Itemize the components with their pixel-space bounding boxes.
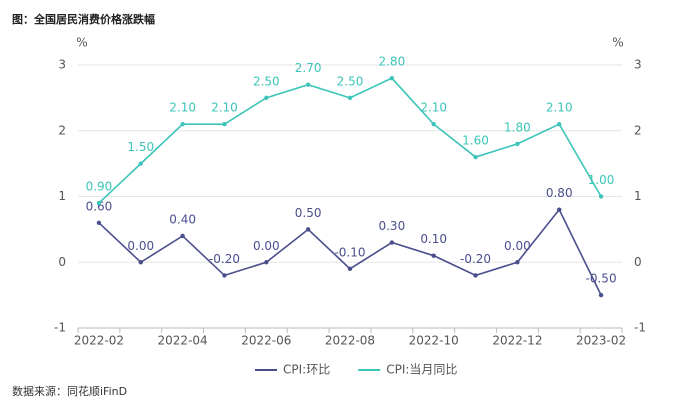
value-label: 1.00: [588, 173, 615, 187]
point: [222, 121, 227, 127]
x-tick-label: 2022-10: [409, 334, 459, 348]
point: [598, 292, 604, 298]
y-tick-label: 3: [58, 58, 66, 72]
y2-tick-label: 3: [634, 58, 642, 72]
value-label: 2.10: [420, 101, 447, 115]
source: 数据来源：同花顺iFinD: [12, 384, 127, 398]
value-label: 1.50: [127, 140, 154, 154]
value-label: 0.00: [504, 239, 531, 253]
value-label: 0.60: [86, 199, 113, 213]
value-label: -0.20: [209, 252, 240, 266]
point: [96, 220, 102, 225]
point: [431, 121, 436, 127]
value-label: 1.80: [504, 120, 531, 134]
y2-tick-label: 0: [634, 255, 642, 269]
value-label: 2.10: [169, 101, 196, 115]
point: [138, 161, 143, 166]
value-label: 2.80: [378, 55, 405, 69]
value-label: 2.50: [337, 74, 364, 88]
point: [515, 141, 520, 147]
point: [431, 253, 436, 258]
y-tick-label: 1: [58, 189, 66, 203]
point: [96, 200, 102, 206]
y-axis-label: %: [76, 36, 87, 50]
y2-tick-label: 1: [634, 189, 642, 203]
x-tick-label: 2022-08: [325, 334, 375, 348]
value-label: 0.40: [169, 212, 196, 226]
value-label: 0.10: [420, 232, 447, 246]
legend-label: CPI:环比: [283, 363, 330, 377]
value-label: 0.00: [127, 239, 154, 253]
point: [557, 207, 562, 212]
value-label: -0.10: [334, 245, 365, 259]
point: [389, 240, 395, 245]
x-tick-label: 2022-12: [492, 334, 542, 348]
value-label: 0.80: [546, 186, 573, 200]
value-label: 2.50: [253, 74, 280, 88]
point: [557, 121, 562, 127]
y2-axis-label: %: [612, 36, 623, 50]
y2-tick-label: -1: [634, 321, 646, 335]
y2-tick-label: 2: [634, 123, 642, 137]
value-label: 1.60: [462, 134, 489, 148]
point: [389, 75, 395, 81]
point: [305, 82, 311, 87]
value-label: 0.90: [86, 180, 113, 194]
value-label: 0.50: [295, 206, 322, 220]
value-label: -0.20: [460, 252, 491, 266]
x-tick-label: 2023-02: [576, 334, 626, 348]
point: [138, 260, 143, 265]
point: [473, 154, 478, 160]
x-tick-label: 2022-04: [158, 334, 208, 348]
value-label: 0.00: [253, 239, 280, 253]
y-tick-label: -1: [54, 321, 66, 335]
point: [598, 194, 604, 199]
point: [347, 95, 353, 101]
legend-label: CPI:当月同比: [386, 363, 457, 377]
y-tick-label: 0: [58, 255, 66, 269]
x-tick-label: 2022-06: [241, 334, 291, 348]
point: [222, 273, 227, 278]
value-label: 2.10: [211, 101, 238, 115]
value-label: 2.70: [295, 61, 322, 75]
point: [264, 260, 269, 265]
x-tick-label: 2022-02: [74, 334, 124, 348]
chart-title: 图：全国居民消费价格涨跌幅: [12, 12, 155, 26]
point: [305, 227, 311, 232]
point: [515, 260, 520, 265]
point: [473, 273, 478, 278]
y-tick-label: 2: [58, 123, 66, 137]
value-label: 0.30: [378, 219, 405, 233]
point: [180, 233, 185, 239]
point: [180, 121, 185, 127]
point: [347, 266, 353, 272]
value-label: -0.50: [586, 272, 617, 286]
value-label: 2.10: [546, 101, 573, 115]
point: [264, 95, 269, 101]
